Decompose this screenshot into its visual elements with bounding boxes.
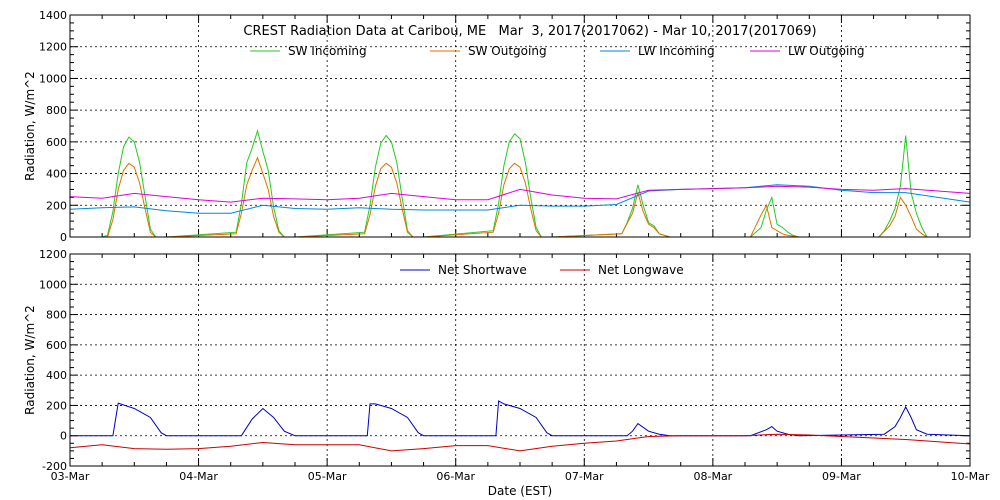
x-tick-label: 10-Mar — [951, 470, 990, 483]
x-tick-label: 05-Mar — [308, 470, 347, 483]
y-tick-label: 1000 — [39, 278, 67, 291]
legend-label: SW Outgoing — [468, 44, 547, 58]
y-tick-label: 600 — [46, 136, 67, 149]
x-tick-label: 08-Mar — [693, 470, 732, 483]
x-tick-label: 07-Mar — [565, 470, 604, 483]
bottom-plot: -200 0 200 400 600 800 1000 1200 Radiation, W/m^… — [23, 248, 990, 483]
legend-label: LW Outgoing — [788, 44, 865, 58]
y-axis-title: Radiation, W/m^2 — [23, 71, 37, 181]
y-tick-label: 0 — [60, 231, 67, 244]
y-tick-label: 200 — [46, 399, 67, 412]
y-tick-label: 1200 — [39, 248, 67, 261]
top-plot: 0 200 400 600 800 1000 1200 1400 Radiation, W/m^… — [23, 9, 971, 244]
plot-frame — [69, 14, 971, 238]
series-line-sw-incoming — [70, 128, 970, 238]
x-tick-label: 03-Mar — [51, 470, 90, 483]
series-line-sw-outgoing — [70, 156, 970, 238]
x-tick-label: 09-Mar — [822, 470, 861, 483]
y-tick-label: 800 — [46, 309, 67, 322]
y-tick-label: 800 — [46, 104, 67, 117]
y-axis-title: Radiation, W/m^2 — [23, 305, 37, 415]
series-line-net-shortwave — [70, 400, 971, 437]
x-axis-title: Date (EST) — [488, 484, 552, 498]
plot-frame — [69, 253, 971, 467]
legend-label: LW Incoming — [638, 44, 715, 58]
series-line-lw-outgoing — [69, 185, 971, 203]
chart-title: CREST Radiation Data at Caribou, ME Mar … — [243, 24, 816, 39]
y-tick-label: 1000 — [39, 72, 67, 85]
series-line-net-longwave — [69, 433, 971, 452]
y-tick-label: 400 — [46, 369, 67, 382]
y-tick-label: 1400 — [39, 9, 67, 22]
x-tick-label: 04-Mar — [179, 470, 218, 483]
y-tick-label: 200 — [46, 199, 67, 212]
legend-label: SW Incoming — [288, 44, 367, 58]
y-tick-label: 600 — [46, 339, 67, 352]
y-tick-label: 400 — [46, 168, 67, 181]
y-tick-label: 1200 — [39, 41, 67, 54]
x-tick-label: 06-Mar — [436, 470, 475, 483]
y-tick-label: 0 — [60, 430, 67, 443]
legend-label: Net Longwave — [598, 263, 684, 277]
y-tick-label: -200 — [42, 460, 67, 473]
legend-label: Net Shortwave — [438, 263, 527, 277]
